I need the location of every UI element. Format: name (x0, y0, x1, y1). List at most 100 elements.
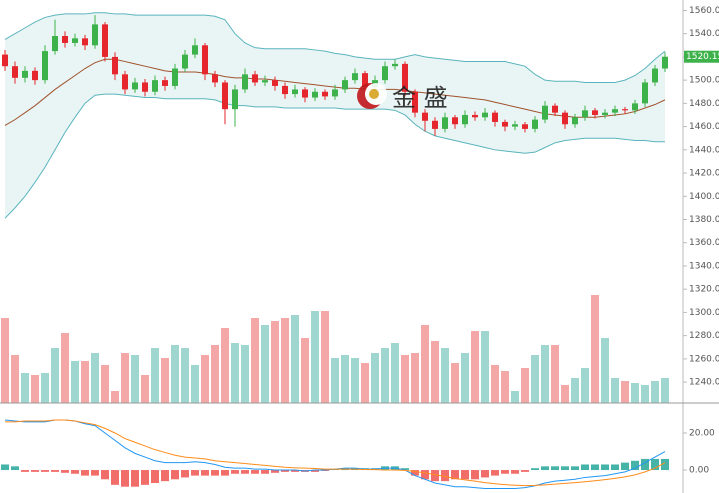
macd-histogram-bar (471, 470, 479, 480)
volume-bar (511, 391, 519, 403)
candle-body (262, 80, 268, 83)
volume-bar (141, 375, 149, 403)
macd-histogram-bar (241, 470, 249, 474)
volume-bar (371, 353, 379, 403)
volume-bar (661, 378, 669, 403)
volume-bar (31, 375, 39, 403)
candle-body (72, 38, 78, 43)
y-tick-label: 1480.00 (689, 99, 719, 109)
volume-bar (531, 355, 539, 403)
macd-histogram-bar (441, 470, 449, 482)
candle-body (242, 74, 248, 90)
volume-bar (631, 383, 639, 403)
y-tick-label: 1360.00 (689, 238, 719, 248)
volume-bar (471, 331, 479, 403)
y-tick-label: 1280.00 (689, 331, 719, 341)
volume-bar (171, 345, 179, 403)
macd-histogram-bar (621, 462, 629, 471)
macd-histogram-bar (161, 470, 169, 482)
macd-histogram-bar (661, 458, 669, 471)
macd-histogram-bar (201, 470, 209, 476)
candle-body (412, 91, 418, 113)
macd-histogram-bar (501, 470, 509, 474)
volume-bar (501, 371, 509, 403)
candle-body (362, 73, 368, 88)
candle-body (272, 80, 278, 86)
band-fill (5, 12, 665, 219)
macd-histogram-bar (81, 470, 89, 476)
macd-histogram-bar (251, 470, 259, 474)
candle-body (592, 110, 598, 115)
macd-histogram-bar (551, 466, 559, 471)
candle-body (472, 114, 478, 118)
volume-bar (201, 355, 209, 403)
volume-bar (431, 341, 439, 403)
volume-bar (311, 311, 319, 403)
watermark: 金 盛 (357, 83, 448, 112)
watermark-text: 金 盛 (392, 84, 448, 112)
y-tick-label: 1440.00 (689, 145, 719, 155)
volume-bar (411, 353, 419, 403)
macd-histogram-bar (511, 470, 519, 474)
candle-body (192, 45, 198, 55)
candle-body (532, 119, 538, 129)
volume-bar (121, 353, 129, 403)
volume-bar (281, 318, 289, 403)
volume-bar (551, 345, 559, 403)
volume-bar (571, 378, 579, 403)
macd-histogram-bar (641, 458, 649, 471)
volume-bar (521, 368, 529, 403)
volume-bar (111, 391, 119, 403)
candle-body (442, 117, 448, 129)
volume-bar (271, 321, 279, 403)
volume-bar (481, 331, 489, 403)
macd-histogram-bar (191, 470, 199, 476)
candle-body (332, 89, 338, 97)
macd-histogram-bar (411, 470, 419, 476)
volume-bar (341, 355, 349, 403)
candle-body (622, 109, 628, 111)
candle-body (282, 85, 288, 95)
candle-body (422, 112, 428, 121)
candle-body (582, 110, 588, 118)
volume-bar (541, 345, 549, 403)
volume-bar (611, 378, 619, 403)
volume-bar (381, 348, 389, 403)
candle-body (572, 117, 578, 125)
band-line (4, 93, 665, 219)
macd-histogram-bar (141, 470, 149, 485)
candle-body (2, 54, 8, 67)
y-tick-label: 1560.00 (689, 6, 719, 16)
volume-bar (161, 358, 169, 403)
y-tick-label: 1300.00 (689, 308, 719, 318)
volume-bar (221, 328, 229, 403)
volume-bar (461, 353, 469, 403)
candle-body (292, 89, 298, 95)
y-tick-label: 1540.00 (689, 29, 719, 39)
macd-histogram-bar (181, 470, 189, 478)
volume-bar (331, 358, 339, 403)
candle-body (432, 120, 438, 129)
y-tick-label: 1500.00 (689, 76, 719, 86)
volume-bar (421, 325, 429, 403)
candle-body (252, 74, 258, 83)
volume-bar (151, 348, 159, 403)
volume-bar (651, 381, 659, 403)
plot-area (1, 12, 669, 490)
logo-dot (369, 89, 379, 99)
candle-body (482, 112, 488, 118)
candle-body (32, 70, 38, 81)
macd-histogram-bar (451, 470, 459, 480)
macd-histogram-bar (401, 468, 409, 471)
macd-histogram-bar (11, 466, 19, 471)
volume-bar (81, 361, 89, 403)
y-tick-label: 1240.00 (689, 378, 719, 388)
candle-body (62, 36, 68, 43)
candle-body (92, 24, 98, 46)
macd-histogram-bar (481, 470, 489, 478)
macd-line (5, 419, 666, 487)
band-line (4, 12, 666, 83)
volume-bar (11, 355, 19, 403)
volume-bar (101, 365, 109, 403)
candle-body (112, 56, 118, 75)
